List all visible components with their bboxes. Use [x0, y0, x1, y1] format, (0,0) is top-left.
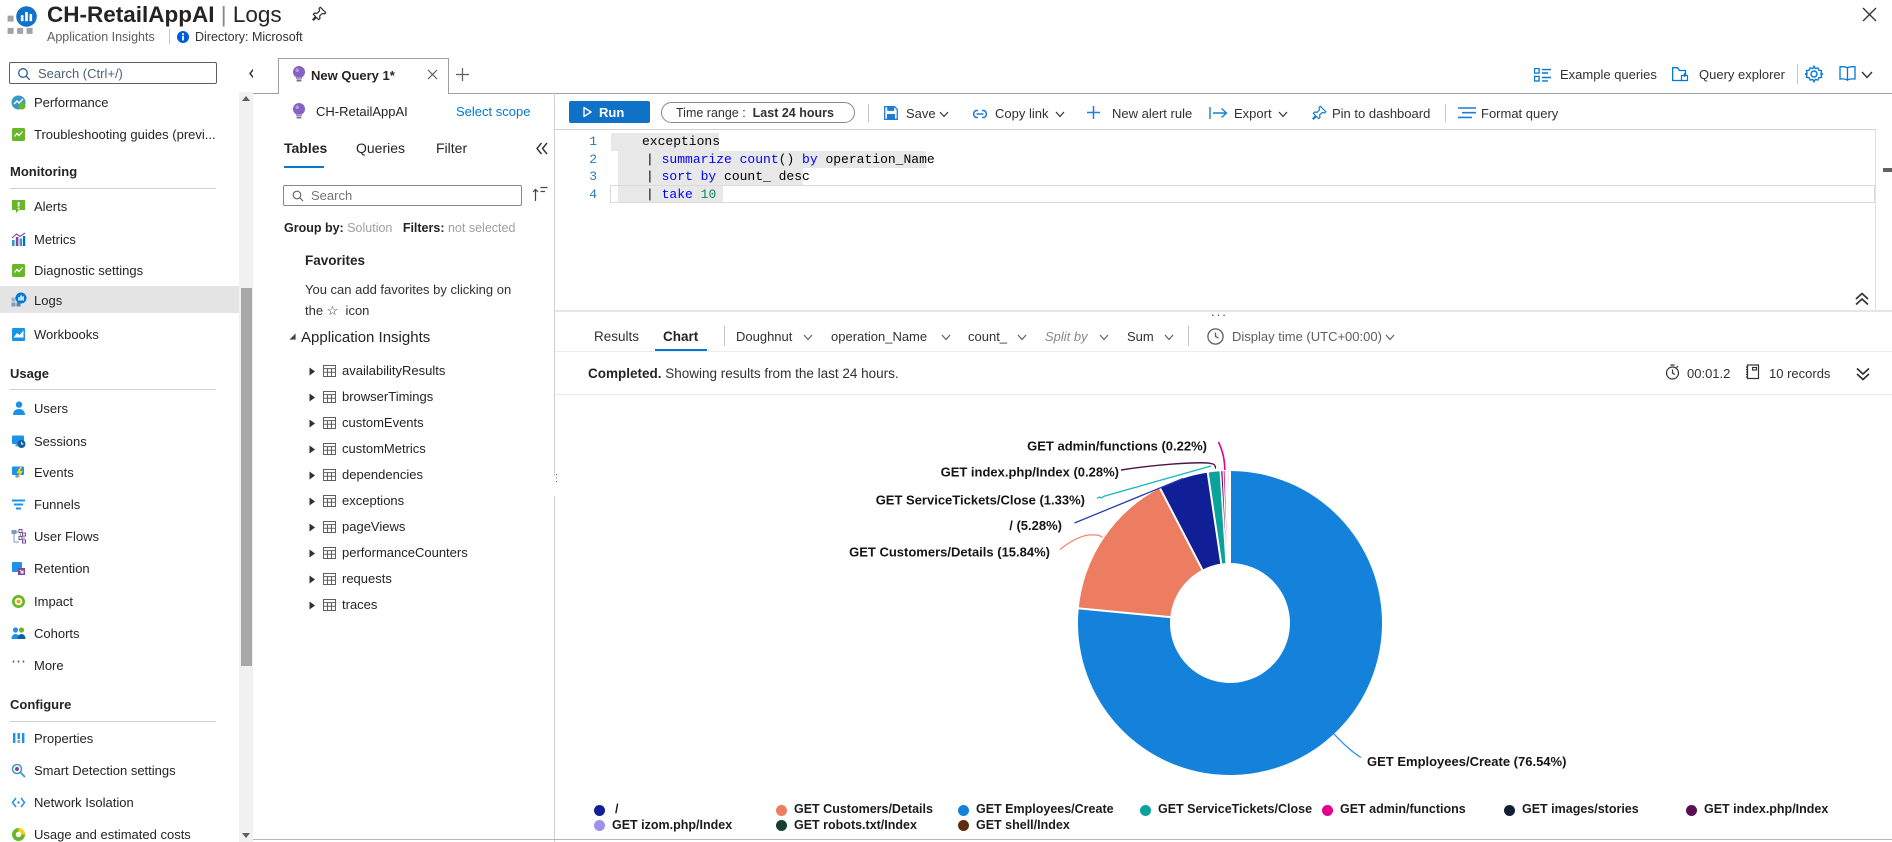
- svg-text:GET admin/functions (0.22%): GET admin/functions (0.22%): [1027, 439, 1207, 454]
- svg-text:GET Employees/Create (76.54%): GET Employees/Create (76.54%): [1367, 754, 1566, 769]
- svg-text:GET index.php/Index (0.28%): GET index.php/Index (0.28%): [941, 465, 1119, 480]
- svg-text:GET ServiceTickets/Close (1.33: GET ServiceTickets/Close (1.33%): [876, 493, 1085, 508]
- svg-text:/ (5.28%): / (5.28%): [1009, 518, 1062, 533]
- svg-text:GET Customers/Details (15.84%): GET Customers/Details (15.84%): [849, 545, 1050, 560]
